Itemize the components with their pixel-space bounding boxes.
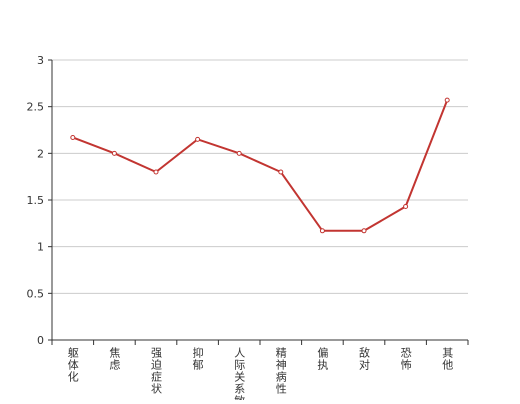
- point: [153, 169, 159, 175]
- point: [111, 150, 117, 156]
- point: [195, 136, 201, 142]
- x-tick-label: 人际关系敏感: [233, 347, 246, 400]
- point: [444, 97, 450, 103]
- point: [403, 204, 409, 210]
- y-tick-label: 2: [37, 147, 44, 160]
- x-tick-label: 焦虑: [108, 347, 121, 371]
- point: [236, 150, 242, 156]
- x-tick-label: 强迫症状: [150, 347, 163, 395]
- x-tick-label: 抑郁: [191, 346, 204, 371]
- y-tick-label: 1.5: [27, 194, 45, 207]
- y-tick-label: 0: [37, 334, 44, 347]
- point: [361, 228, 367, 234]
- x-tick-label: 躯体化: [66, 347, 79, 383]
- y-tick-label: 0.5: [27, 287, 45, 300]
- x-tick-label: 偏执: [316, 346, 329, 371]
- x-tick-label: 敌对: [358, 346, 371, 371]
- line: [72, 99, 449, 232]
- point: [319, 228, 325, 234]
- y-tick-label: 1: [37, 241, 44, 254]
- x-tick-label: 其他: [441, 347, 454, 371]
- y-tick-label: 2.5: [27, 101, 45, 114]
- point: [278, 169, 284, 175]
- y-tick-label: 3: [37, 54, 44, 67]
- x-tick-label: 恐怖: [399, 347, 412, 371]
- x-tick-label: 精神病性: [274, 347, 287, 395]
- point: [70, 134, 76, 140]
